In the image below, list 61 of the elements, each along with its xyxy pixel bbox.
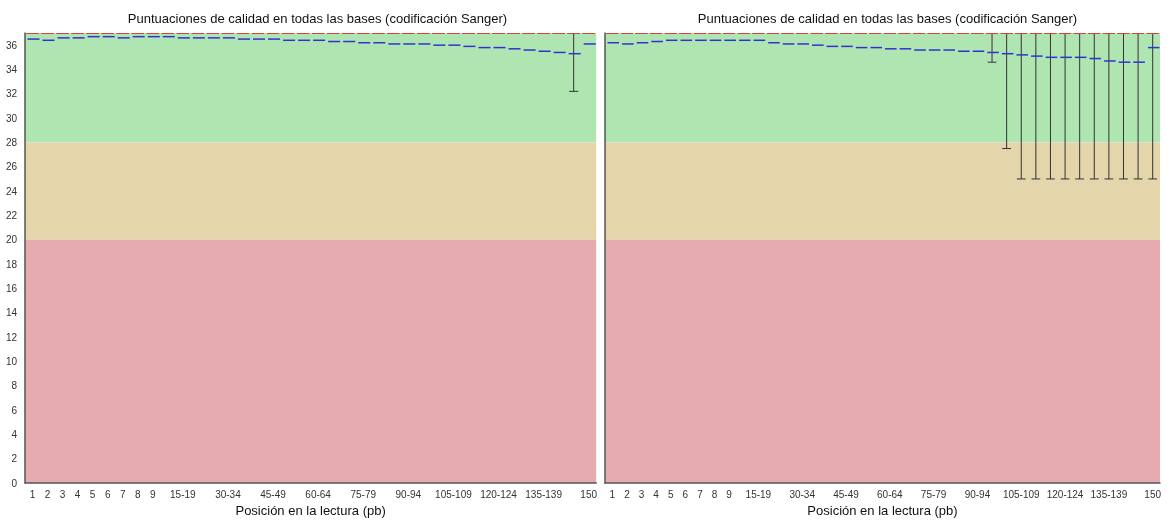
x-tick-label: 75-79 — [920, 488, 947, 500]
x-tick-label: 45-49 — [833, 488, 860, 500]
x-tick-label: 45-49 — [260, 488, 287, 500]
y-tick-label: 20 — [5, 234, 18, 246]
y-tick-label: 16 — [5, 282, 18, 294]
x-tick-label: 3 — [638, 488, 645, 500]
x-tick-label: 2 — [624, 488, 631, 500]
x-tick-label: 8 — [711, 488, 718, 500]
y-tick-label: 28 — [5, 136, 18, 148]
y-tick-label: 8 — [11, 380, 18, 392]
y-tick-label: 22 — [5, 209, 18, 221]
x-tick-label: 7 — [119, 488, 126, 500]
x-tick-label: 7 — [697, 488, 704, 500]
x-tick-label: 1 — [29, 488, 36, 500]
chart-title: Puntuaciones de calidad en todas las bases (codificación Sanger) — [127, 11, 508, 26]
x-tick-label: 105-109 — [1002, 488, 1041, 500]
y-tick-label: 34 — [5, 63, 18, 75]
x-tick-label: 3 — [59, 488, 66, 500]
x-tick-label: 60-64 — [305, 488, 332, 500]
x-tick-label: 15-19 — [745, 488, 772, 500]
x-tick-label: 5 — [89, 488, 96, 500]
x-tick-label: 8 — [134, 488, 141, 500]
x-tick-label: 4 — [653, 488, 660, 500]
x-tick-label: 60-64 — [877, 488, 904, 500]
x-tick-label: 135-139 — [525, 488, 563, 500]
x-tick-label: 9 — [726, 488, 733, 500]
y-tick-label: 2 — [11, 453, 18, 465]
x-tick-label: 4 — [74, 488, 81, 500]
x-tick-label: 120-124 — [1046, 488, 1084, 500]
y-tick-label: 0 — [11, 477, 18, 489]
x-tick-label: 150 — [580, 488, 598, 500]
y-tick-label: 36 — [5, 39, 18, 51]
x-tick-label: 135-139 — [1090, 488, 1128, 500]
y-tick-label: 4 — [11, 428, 18, 440]
y-tick-label: 12 — [5, 331, 18, 343]
y-tick-label: 26 — [5, 161, 18, 173]
x-tick-label: 120-124 — [480, 488, 518, 500]
x-tick-label: 9 — [149, 488, 156, 500]
y-tick-label: 18 — [5, 258, 18, 270]
x-axis-title: Posición en la lectura (pb) — [235, 503, 386, 518]
x-tick-label: 15-19 — [170, 488, 197, 500]
x-tick-label: 75-79 — [350, 488, 377, 500]
x-tick-label: 2 — [44, 488, 51, 500]
x-tick-label: 150 — [1144, 488, 1162, 500]
chart-title: Puntuaciones de calidad en todas las bases (codificación Sanger) — [697, 11, 1078, 26]
y-tick-label: 32 — [5, 88, 18, 100]
x-tick-label: 6 — [104, 488, 111, 500]
x-tick-label: 105-109 — [435, 488, 473, 500]
x-axis-title: Posición en la lectura (pb) — [807, 503, 958, 518]
y-tick-label: 24 — [5, 185, 18, 197]
x-tick-label: 30-34 — [789, 488, 816, 500]
x-tick-label: 1 — [609, 488, 616, 500]
x-tick-label: 6 — [682, 488, 689, 500]
y-tick-label: 10 — [5, 355, 18, 367]
y-tick-label: 14 — [5, 307, 18, 319]
x-tick-label: 90-94 — [964, 488, 991, 500]
x-tick-label: 30-34 — [215, 488, 242, 500]
y-tick-label: 6 — [11, 404, 18, 416]
x-tick-label: 90-94 — [395, 488, 422, 500]
y-tick-label: 30 — [5, 112, 18, 124]
x-tick-label: 5 — [667, 488, 674, 500]
